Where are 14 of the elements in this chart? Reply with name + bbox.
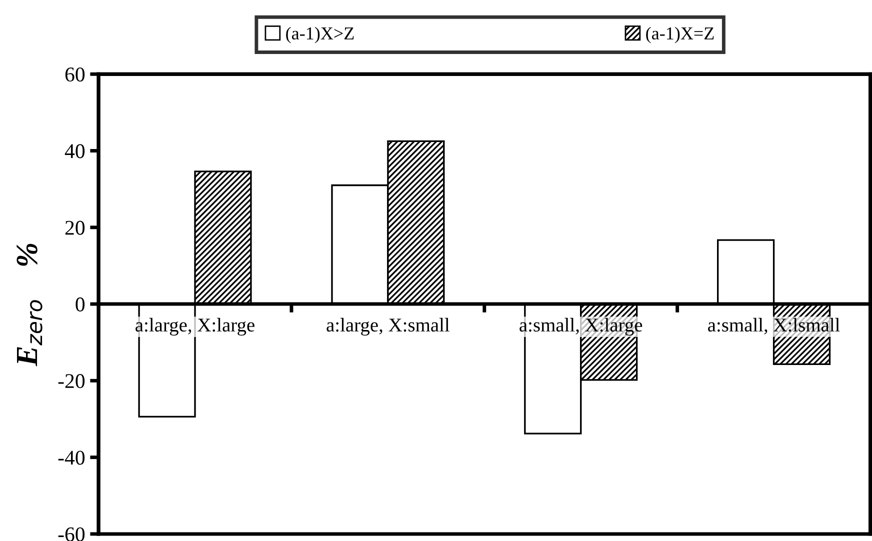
x-tick-label: a:large, X:large (136, 318, 254, 336)
y-tick-label: -20 (58, 374, 85, 388)
y-tick-label: 40 (64, 144, 85, 158)
y-tick-label: 0 (76, 297, 85, 312)
y-tick-label: 20 (65, 220, 85, 235)
legend-label: (a-1)X=Z (646, 26, 714, 44)
y-tick-label: -60 (58, 527, 85, 541)
y-tick-label: 60 (65, 67, 85, 82)
x-tick-label: a:large, X:small (326, 318, 450, 336)
legend-label: (a-1)X>Z (286, 26, 354, 44)
x-tick-label: a:small, X:large (520, 318, 642, 336)
x-tick-label: a:small, X:lsmall (708, 318, 840, 334)
y-tick-label: -40 (58, 450, 85, 465)
text: E$_{zero}$ % (16, 244, 42, 366)
